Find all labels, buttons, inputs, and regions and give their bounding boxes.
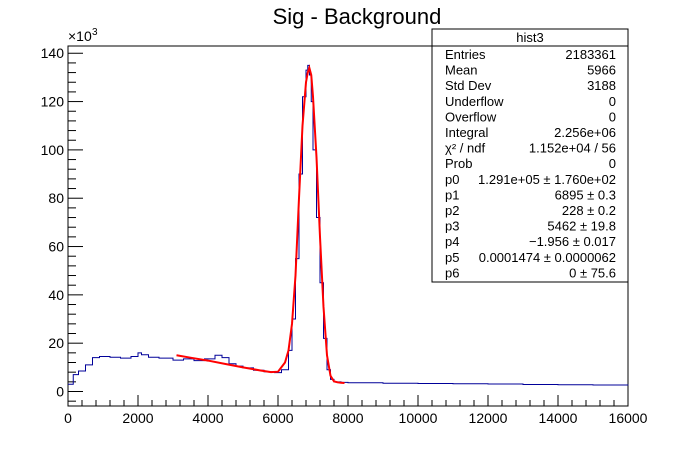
axes: 0 2000 4000 6000 8000 10000 12000 14000 16000020… bbox=[41, 45, 648, 426]
stats-row-label: Overflow bbox=[445, 109, 497, 124]
y-exponent-power: 3 bbox=[92, 27, 98, 38]
y-exponent-base: ×10 bbox=[68, 28, 92, 44]
stats-row-label: p1 bbox=[445, 187, 459, 202]
stats-row-value: 5462 ± 19.8 bbox=[547, 219, 616, 234]
stats-row-value: 1.152e+04 / 56 bbox=[529, 141, 616, 156]
stats-box-title: hist3 bbox=[516, 30, 543, 45]
stats-row-value: 1.291e+05 ± 1.760e+02 bbox=[478, 172, 616, 187]
stats-row-value: 5966 bbox=[587, 63, 616, 78]
stats-row-value: −1.956 ± 0.017 bbox=[529, 234, 616, 249]
stats-box-frame bbox=[431, 28, 629, 283]
x-tick-label: 16000 bbox=[609, 410, 648, 426]
fit-series bbox=[176, 64, 345, 385]
y-tick-label: 0 bbox=[56, 384, 64, 400]
y-tick-label: 20 bbox=[48, 335, 64, 351]
x-tick-label: 14000 bbox=[539, 410, 578, 426]
histogram-series bbox=[68, 64, 629, 386]
stats-row-value: 6895 ± 0.3 bbox=[555, 187, 616, 202]
y-tick-label: 80 bbox=[48, 190, 64, 206]
chart-title: Sig - Background bbox=[273, 4, 442, 29]
stats-row-label: p0 bbox=[445, 172, 459, 187]
y-tick-label: 60 bbox=[48, 239, 64, 255]
stats-row-label: p2 bbox=[445, 203, 459, 218]
y-tick-label: 100 bbox=[41, 142, 65, 158]
stats-row-label: Mean bbox=[445, 63, 478, 78]
stats-row-label: Integral bbox=[445, 125, 488, 140]
stats-row-value: 0.0001474 ± 0.0000062 bbox=[479, 250, 616, 265]
stats-box: hist3 Entries 2183361 Mean 5966 Std Dev 3188 Un… bbox=[431, 28, 629, 283]
stats-row-value: 2.256e+06 bbox=[554, 125, 616, 140]
stats-row-label: Underflow bbox=[445, 94, 504, 109]
y-tick-label: 40 bbox=[48, 287, 64, 303]
stats-row-value: 3188 bbox=[587, 78, 616, 93]
stats-row-label: Std Dev bbox=[445, 78, 492, 93]
stats-row-label: p4 bbox=[445, 234, 459, 249]
x-tick-label: 2000 bbox=[122, 410, 153, 426]
stats-row-label: p5 bbox=[445, 250, 459, 265]
stats-row-label: p3 bbox=[445, 219, 459, 234]
stats-row-label: χ² / ndf bbox=[445, 141, 485, 156]
x-tick-label: 12000 bbox=[469, 410, 508, 426]
stats-row-value: 228 ± 0.2 bbox=[562, 203, 616, 218]
y-axis-exponent: ×10 3 bbox=[68, 27, 98, 44]
plot-area bbox=[68, 64, 629, 386]
stats-row-label: p6 bbox=[445, 265, 459, 280]
stats-row-label: Entries bbox=[445, 47, 486, 62]
stats-row-value: 2183361 bbox=[565, 47, 616, 62]
x-tick-label: 6000 bbox=[262, 410, 293, 426]
stats-row-value: 0 bbox=[609, 156, 616, 171]
stats-row-value: 0 bbox=[609, 94, 616, 109]
y-tick-label: 140 bbox=[41, 45, 65, 61]
x-tick-label: 4000 bbox=[192, 410, 223, 426]
y-tick-label: 120 bbox=[41, 94, 65, 110]
x-tick-label: 0 bbox=[64, 410, 72, 426]
stats-row-label: Prob bbox=[445, 156, 472, 171]
stats-row-value: 0 bbox=[609, 109, 616, 124]
x-tick-label: 8000 bbox=[332, 410, 363, 426]
x-tick-label: 10000 bbox=[399, 410, 438, 426]
stats-row-value: 0 ± 75.6 bbox=[569, 265, 616, 280]
